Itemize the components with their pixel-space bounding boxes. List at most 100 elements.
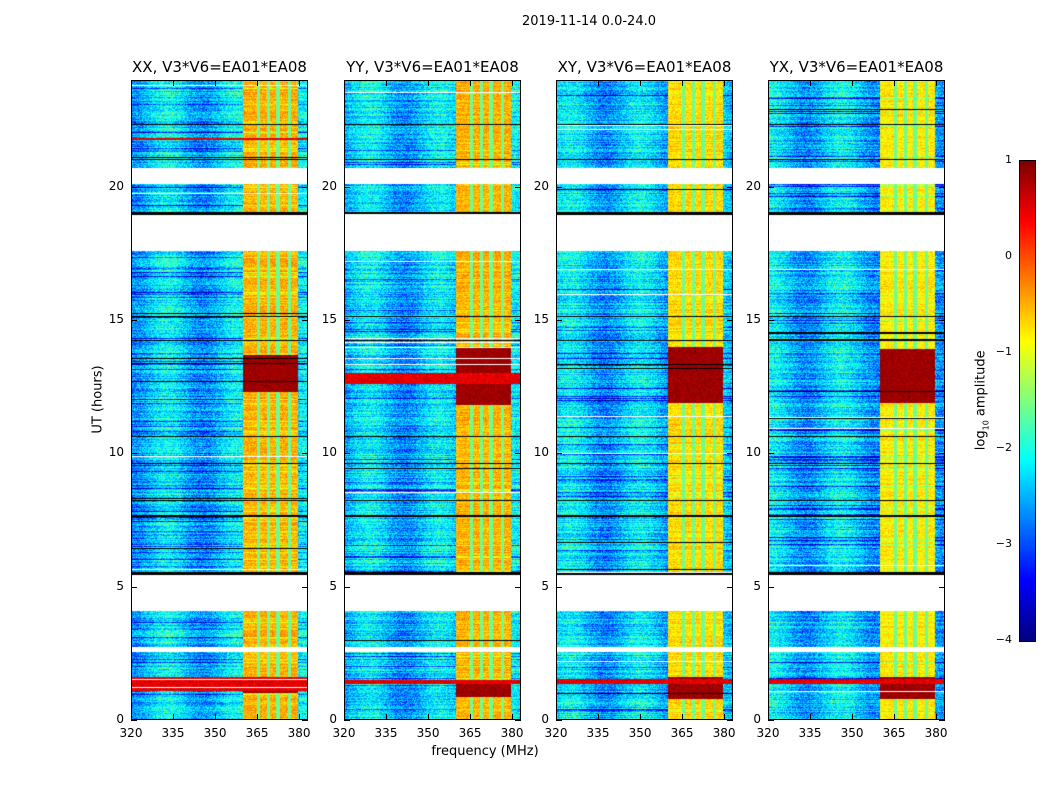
x-tick-label: 365 [245,726,269,740]
x-tick-mark [640,714,642,720]
y-tick-label: 5 [116,578,124,593]
heatmap [556,80,733,720]
y-tick-mark [727,186,733,188]
y-tick-mark [515,586,521,588]
y-tick-label: 10 [321,445,337,460]
colorbar-tick-label: −3 [995,537,1012,550]
y-axis-label: UT (hours) [90,365,106,434]
x-tick-mark [215,80,217,86]
panel-title: YX, V3*V6=EA01*EA08 [769,58,944,76]
y-tick-label: 20 [321,178,337,193]
y-tick-label: 0 [541,712,549,726]
colorbar-tick-label: −1 [995,345,1012,358]
x-tick-label: 335 [798,726,822,740]
panel-1: XX, V3*V6=EA01*EA08 320 335 350 365 380 0 5 10 15… [109,58,311,740]
x-tick-mark [512,80,514,86]
x-tick-mark [386,714,387,720]
y-tick-mark [556,720,562,721]
x-tick-mark [344,80,345,86]
y-tick-mark [768,453,774,455]
x-tick-label: 365 [670,726,694,740]
y-tick-label: 15 [533,312,549,326]
y-tick-label: 10 [533,445,549,460]
figure-title: 2019-11-14 0.0-24.0 [522,14,656,29]
x-tick-mark [131,80,132,86]
y-tick-label: 15 [745,312,761,326]
y-tick-mark [727,320,733,321]
y-tick-mark [939,720,945,721]
x-tick-label: 335 [161,726,185,740]
colorbar [1019,160,1036,642]
y-tick-mark [131,586,137,588]
x-tick-mark [470,80,472,86]
x-tick-mark [768,80,769,86]
heatmap [131,80,308,720]
x-tick-mark [724,714,726,720]
x-tick-mark [598,80,599,86]
x-tick-label: 320 [332,726,356,740]
y-tick-mark [939,453,945,455]
x-tick-mark [556,714,557,720]
y-tick-label: 0 [116,712,124,726]
colorbar-tick-label: −4 [995,633,1012,646]
panel-title: XY, V3*V6=EA01*EA08 [557,58,732,76]
y-tick-label: 10 [745,445,761,460]
x-tick-mark [852,80,854,86]
x-tick-mark [257,80,259,86]
x-tick-mark [173,714,174,720]
panel-2: YY, V3*V6=EA01*EA08 320 335 350 365 380 0 5 10 15… [322,58,524,740]
x-tick-mark [936,714,938,720]
x-tick-mark [724,80,726,86]
x-tick-mark [810,80,811,86]
y-tick-mark [556,586,562,588]
y-tick-label: 20 [108,178,124,193]
x-tick-mark [852,714,854,720]
x-tick-mark [556,80,557,86]
y-tick-mark [302,186,308,188]
y-tick-label: 10 [108,445,124,460]
x-tick-mark [682,714,684,720]
x-tick-mark [936,80,938,86]
x-tick-mark [894,714,896,720]
y-tick-label: 0 [329,712,337,726]
y-tick-mark [302,586,308,588]
panel-title: YY, V3*V6=EA01*EA08 [346,58,519,76]
y-tick-mark [302,453,308,455]
x-tick-label: 320 [119,726,143,740]
y-tick-mark [302,320,308,321]
x-tick-mark [428,714,430,720]
panel-3: XY, V3*V6=EA01*EA08 320 335 350 365 380 0 5 10 15… [534,58,736,740]
x-tick-mark [470,714,472,720]
x-tick-mark [640,80,642,86]
y-tick-mark [344,720,350,721]
x-tick-label: 320 [544,726,568,740]
panel-title: XX, V3*V6=EA01*EA08 [132,58,307,76]
y-tick-label: 15 [108,312,124,326]
colorbar-tick-label: −2 [995,441,1012,454]
y-tick-mark [939,586,945,588]
y-tick-label: 5 [541,578,549,593]
x-tick-label: 380 [287,726,311,740]
y-tick-label: 20 [533,178,549,193]
y-tick-label: 0 [753,712,761,726]
x-tick-mark [512,714,514,720]
y-tick-mark [515,186,521,188]
x-tick-label: 365 [882,726,906,740]
y-tick-mark [515,453,521,455]
panel-4: YX, V3*V6=EA01*EA08 320 335 350 365 380 0 5 10 15… [746,58,948,740]
x-tick-label: 335 [374,726,398,740]
x-axis-label: frequency (MHz) [431,744,539,759]
x-tick-label: 380 [500,726,524,740]
y-tick-mark [515,720,521,721]
y-tick-mark [344,186,350,188]
heatmap [768,80,945,720]
y-tick-mark [344,453,350,455]
y-tick-mark [556,320,562,321]
y-tick-mark [131,720,137,721]
y-tick-mark [768,720,774,721]
y-tick-mark [344,320,350,321]
x-tick-mark [131,714,132,720]
y-tick-mark [727,586,733,588]
x-tick-label: 350 [840,726,864,740]
